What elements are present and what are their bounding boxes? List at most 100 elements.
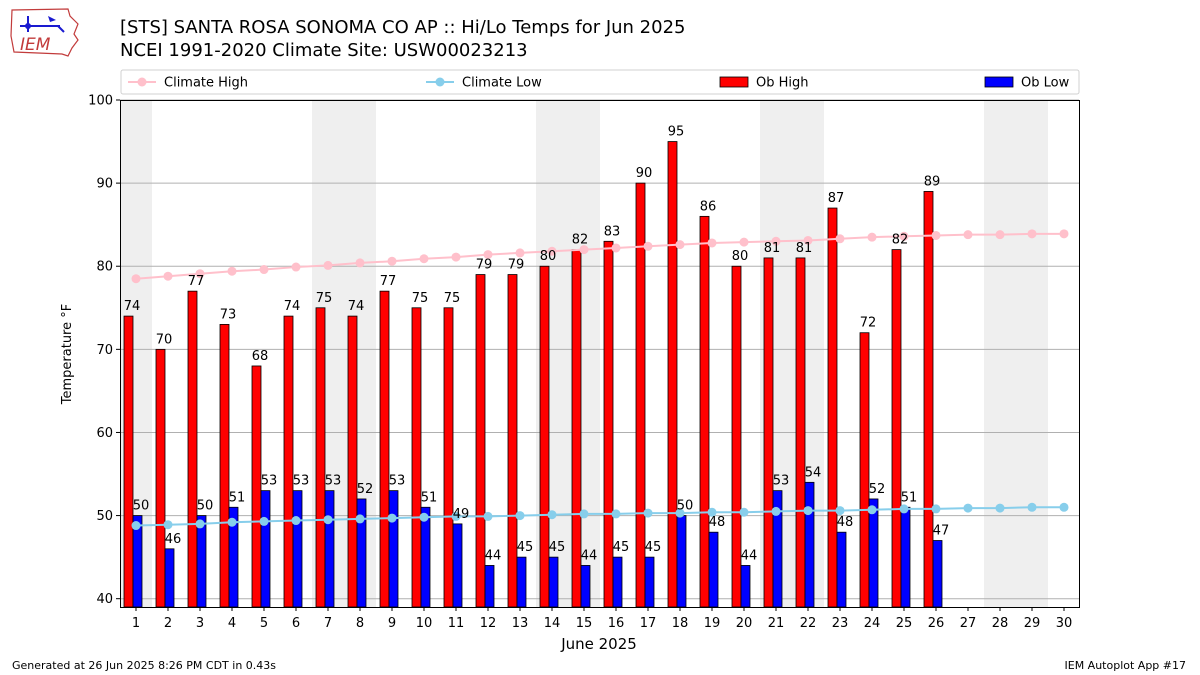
ob-low-label: 53 bbox=[773, 474, 790, 489]
y-tick-label: 80 bbox=[96, 260, 113, 275]
ob-low-label: 50 bbox=[133, 499, 150, 514]
climate-lines bbox=[131, 229, 1069, 531]
chart-subtitle: NCEI 1991-2020 Climate Site: USW00023213 bbox=[120, 40, 528, 61]
legend-ob-high-swatch bbox=[719, 76, 749, 88]
climate-low-point bbox=[483, 511, 493, 521]
climate-low-point bbox=[995, 503, 1005, 513]
ob-high-bar bbox=[475, 274, 486, 608]
y-tick-label: 50 bbox=[96, 509, 113, 524]
x-tick-label: 13 bbox=[512, 616, 529, 631]
ob-low-label: 46 bbox=[165, 532, 182, 547]
ob-high-bar bbox=[667, 141, 678, 608]
climate-low-point bbox=[259, 516, 269, 526]
climate-high-point bbox=[291, 262, 301, 272]
x-tick-label: 28 bbox=[992, 616, 1009, 631]
y-tick-label: 70 bbox=[96, 343, 113, 358]
x-tick-label: 16 bbox=[608, 616, 625, 631]
ob-low-bar bbox=[740, 565, 751, 608]
logo-text: IEM bbox=[20, 35, 51, 55]
ob-low-bar bbox=[580, 565, 591, 608]
ob-high-bar bbox=[827, 207, 838, 608]
x-tick-label: 6 bbox=[292, 616, 300, 631]
ob-low-label: 45 bbox=[549, 540, 566, 555]
climate-low-point bbox=[451, 511, 461, 521]
ob-low-label: 45 bbox=[517, 540, 534, 555]
climate-low-point bbox=[195, 519, 205, 529]
climate-low-point bbox=[355, 514, 365, 524]
climate-low-point bbox=[867, 505, 877, 515]
climate-high-point bbox=[259, 265, 269, 275]
climate-low-point bbox=[963, 503, 973, 513]
x-tick-label: 18 bbox=[672, 616, 689, 631]
ob-low-label: 53 bbox=[325, 474, 342, 489]
x-tick-label: 26 bbox=[928, 616, 945, 631]
ob-low-label: 52 bbox=[357, 482, 374, 497]
ob-high-label: 82 bbox=[892, 233, 909, 248]
ob-low-label: 45 bbox=[645, 540, 662, 555]
climate-high-point bbox=[995, 230, 1005, 240]
ob-high-label: 90 bbox=[636, 166, 653, 181]
ob-high-bar bbox=[795, 257, 806, 608]
ob-low-label: 45 bbox=[613, 540, 630, 555]
ob-high-label: 89 bbox=[924, 174, 941, 189]
ob-high-bar bbox=[603, 240, 614, 608]
ob-high-bar bbox=[859, 332, 870, 608]
ob-high-bar bbox=[891, 249, 902, 608]
ob-high-label: 68 bbox=[252, 349, 269, 364]
ob-high-label: 79 bbox=[476, 258, 493, 273]
generated-footer: Generated at 26 Jun 2025 8:26 PM CDT in … bbox=[12, 659, 277, 672]
climate-high-point bbox=[579, 245, 589, 255]
y-tick-label: 60 bbox=[96, 426, 113, 441]
y-tick-label: 40 bbox=[96, 592, 113, 607]
ob-low-label: 44 bbox=[581, 548, 598, 563]
ob-high-bar bbox=[155, 348, 166, 608]
iem-logo: IEM bbox=[8, 6, 82, 60]
climate-high-point bbox=[195, 269, 205, 279]
climate-high-point bbox=[643, 241, 653, 251]
ob-high-label: 75 bbox=[316, 291, 333, 306]
x-tick-label: 10 bbox=[416, 616, 433, 631]
ob-high-label: 95 bbox=[668, 125, 685, 140]
plot-frame bbox=[120, 100, 1080, 608]
ob-low-bar bbox=[324, 490, 335, 608]
ob-low-label: 47 bbox=[933, 524, 950, 539]
ob-low-label: 51 bbox=[901, 490, 918, 505]
ob-high-label: 74 bbox=[284, 299, 301, 314]
ob-high-bar bbox=[507, 274, 518, 608]
weekend-band-29 bbox=[1016, 100, 1048, 607]
climate-high-point bbox=[131, 274, 141, 284]
climate-high-point bbox=[931, 230, 941, 240]
climate-high-point bbox=[899, 231, 909, 241]
x-tick-label: 5 bbox=[260, 616, 268, 631]
climate-high-point bbox=[387, 256, 397, 266]
legend-ob-low-label: Ob Low bbox=[1021, 76, 1070, 91]
climate-low-point bbox=[931, 504, 941, 514]
legend-climate-high-label: Climate High bbox=[164, 76, 248, 91]
ob-high-bar bbox=[251, 365, 262, 608]
ob-high-label: 74 bbox=[124, 299, 141, 314]
climate-low-point bbox=[579, 509, 589, 519]
ob-low-bar bbox=[804, 481, 815, 608]
x-tick-label: 2 bbox=[164, 616, 172, 631]
legend-climate-high-marker bbox=[137, 77, 147, 87]
x-axis-label: June 2025 bbox=[560, 635, 637, 653]
ob-high-bar bbox=[923, 191, 934, 608]
legend: Climate High Climate Low Ob High Ob Low bbox=[120, 69, 1080, 95]
climate-low-point bbox=[1059, 502, 1069, 512]
x-tick-label: 1 bbox=[132, 616, 140, 631]
ob-high-bar bbox=[123, 315, 134, 608]
legend-ob-low-swatch bbox=[984, 76, 1014, 88]
climate-low-point bbox=[707, 507, 717, 517]
ob-low-label: 50 bbox=[677, 499, 694, 514]
climate-high-point bbox=[163, 271, 173, 281]
climate-high-point bbox=[867, 232, 877, 242]
ob-low-label: 51 bbox=[229, 490, 246, 505]
climate-high-point bbox=[771, 236, 781, 246]
x-tick-label: 8 bbox=[356, 616, 364, 631]
chart-title: [STS] SANTA ROSA SONOMA CO AP :: Hi/Lo T… bbox=[120, 17, 686, 38]
x-tick-label: 21 bbox=[768, 616, 785, 631]
climate-low-point bbox=[131, 521, 141, 531]
climate-low-point bbox=[419, 512, 429, 522]
ob-high-bar bbox=[411, 307, 422, 608]
ob-low-bar bbox=[932, 540, 943, 608]
